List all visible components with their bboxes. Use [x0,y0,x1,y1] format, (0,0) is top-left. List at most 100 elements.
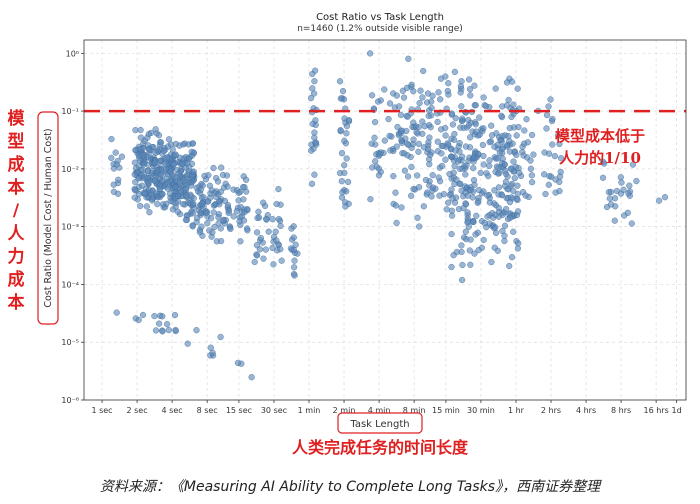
data-point [467,134,474,141]
data-point [510,228,517,235]
data-point [234,359,242,367]
data-point [153,167,161,174]
x-axis-ticks: 1 sec 2 sec 4 sec 8 sec 15 sec 30 sec 1 min 2 m… [91,400,682,415]
data-point [626,182,633,189]
data-point [114,190,122,197]
data-point [290,246,298,253]
data-point [472,102,479,109]
data-point [467,261,474,268]
data-point [528,131,536,139]
data-point [376,151,383,158]
data-point [159,178,166,185]
data-point [244,206,251,213]
data-point [367,196,374,203]
data-point [506,138,513,145]
data-point [265,228,272,235]
data-point [159,201,167,208]
data-point [146,146,153,153]
x-axis-label: Task Length [349,419,409,430]
data-point [345,116,353,124]
data-point [452,147,459,154]
x-tick-label: 1 min [298,406,321,415]
data-point [448,186,455,193]
data-point [429,172,436,179]
y-axis-label: Cost Ratio (Model Cost / Human Cost) [43,128,54,307]
data-point [341,169,348,177]
data-point [486,139,493,146]
y-tick-label: 10⁻¹ [61,107,79,116]
data-point [262,246,269,253]
data-point [345,178,352,186]
data-points [108,50,669,381]
data-point [475,247,482,254]
data-point [410,186,417,193]
data-point [113,161,120,168]
data-point [112,149,119,156]
data-point [480,94,487,101]
data-point [193,327,200,334]
data-point [499,132,506,140]
data-point [189,140,197,147]
data-point [501,232,508,239]
x-tick-label: 2 sec [127,406,148,415]
data-point [137,202,144,210]
data-point [448,263,455,271]
data-point [240,196,247,203]
data-point [473,128,480,135]
data-point [230,213,237,220]
data-point [375,98,382,105]
data-point [507,165,515,172]
data-point [369,164,376,171]
data-point [204,220,211,227]
data-point [445,80,452,87]
data-point [467,92,474,99]
x-tick-label: 2 min [333,406,356,415]
data-point [157,185,164,192]
data-point [157,171,164,178]
data-point [416,223,423,230]
data-point [132,127,139,134]
data-point [172,184,179,191]
data-point [308,94,315,102]
ylabel-cn-char: 模 [8,108,26,129]
x-tick-label: 30 min [467,406,495,415]
data-point [159,313,166,320]
data-point [488,122,495,129]
data-point [485,173,492,180]
data-point [464,209,471,216]
data-point [187,182,195,189]
data-point [448,153,455,160]
data-point [381,86,388,93]
data-point [338,178,345,185]
data-point [470,218,477,226]
data-point [217,333,224,341]
data-point [278,257,285,264]
data-point [607,201,615,208]
data-point [214,178,222,185]
data-point [470,165,477,172]
data-point [458,103,465,110]
data-point [422,176,430,184]
data-point [427,124,434,131]
data-point [290,234,297,241]
data-point [480,152,487,160]
data-point [492,85,499,92]
data-point [408,192,415,199]
data-point [486,199,493,206]
data-point [501,237,508,245]
data-point [208,215,215,222]
data-point [415,140,422,148]
data-point [479,141,487,149]
data-point [174,192,182,200]
data-point [137,126,144,134]
data-point [464,218,472,225]
data-point [113,309,120,316]
data-point [449,195,456,202]
data-point [385,115,392,123]
data-point [338,150,346,157]
ylabel-cn-char: 成 [8,269,25,290]
data-point [424,90,432,97]
data-point [180,201,187,208]
data-point [200,194,207,201]
